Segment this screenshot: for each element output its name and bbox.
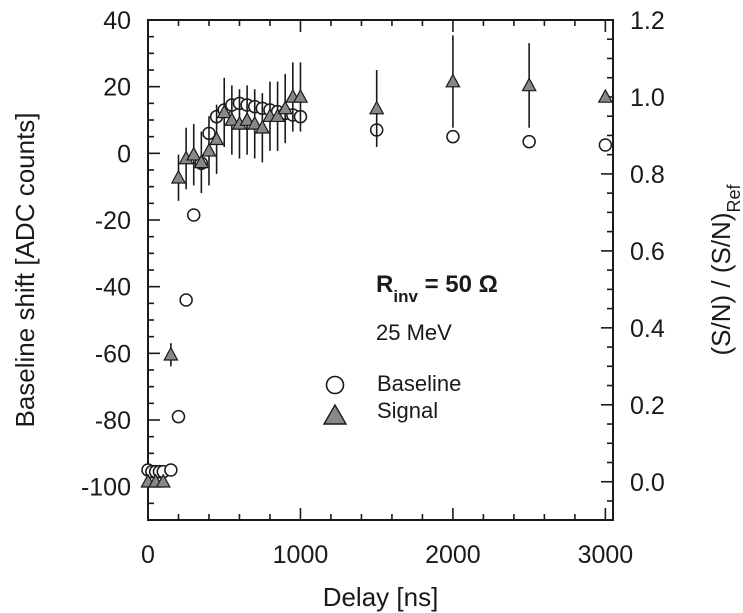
y-left-tick-label: 20: [103, 74, 131, 102]
baseline-point: [171, 409, 186, 424]
signal-point: [155, 473, 171, 488]
signal-point: [163, 346, 179, 361]
energy-label: 25 MeV: [376, 320, 452, 345]
tick-marks: [147, 19, 613, 521]
signal-point: [445, 73, 461, 88]
baseline-point: [522, 134, 536, 149]
y-right-axis-title-sub: Ref: [724, 183, 743, 212]
y-left-tick-label: -20: [95, 207, 131, 235]
signal-point: [269, 107, 286, 123]
y-left-axis-title: Baseline shift [ADC counts]: [10, 112, 40, 427]
signal-point: [224, 111, 240, 126]
signal-point: [292, 88, 309, 103]
baseline-point: [446, 129, 460, 144]
signal-point: [208, 131, 225, 146]
y-right-tick-label: 0.0: [630, 469, 665, 497]
y-left-tick-label: -60: [95, 340, 131, 368]
tick-labels: 0 1000 2000 3000 40 20 0 -20 -40 -60 -80 -100 1.2 1.0…: [81, 7, 665, 569]
y-right-axis-title-main: (S/N) / (S/N): [706, 213, 736, 356]
x-tick-label: 3000: [578, 541, 634, 569]
baseline-point: [164, 463, 178, 477]
legend-marker-signal: [322, 403, 348, 425]
y-right-axis-title: (S/N) / (S/N)Ref: [706, 183, 743, 355]
signal-point: [521, 77, 537, 92]
y-right-tick-label: 0.8: [630, 161, 665, 189]
y-right-tick-label: 0.2: [630, 392, 665, 420]
signal-point: [277, 100, 293, 115]
signal-point: [254, 119, 271, 134]
signal-point: [369, 100, 385, 115]
y-left-tick-label: -80: [95, 407, 131, 435]
x-axis-title: Delay [ns]: [323, 582, 439, 612]
resistance-symbol: R: [376, 271, 393, 298]
signal-point: [193, 154, 210, 169]
signal-point: [597, 88, 614, 103]
signal-series: [140, 35, 614, 488]
x-tick-label: 1000: [273, 541, 329, 569]
y-right-tick-label: 1.0: [630, 84, 665, 112]
signal-point: [247, 115, 263, 130]
legend-label-signal: Signal: [377, 398, 438, 423]
signal-point: [201, 142, 217, 157]
legend-marker-baseline: [325, 375, 345, 395]
signal-point: [216, 104, 232, 119]
baseline-point: [598, 138, 613, 152]
y-right-tick-label: 1.2: [630, 7, 665, 35]
y-right-tick-label: 0.6: [630, 238, 665, 266]
y-left-tick-label: 0: [117, 140, 131, 168]
x-tick-label: 0: [141, 541, 155, 569]
resistance-subscript: inv: [393, 287, 418, 306]
resistance-label: Rinv = 50 Ω: [376, 271, 498, 306]
legend-label-baseline: Baseline: [377, 371, 461, 396]
y-left-tick-label: -40: [95, 274, 131, 302]
resistance-value: = 50 Ω: [418, 271, 498, 298]
signal-point: [186, 146, 202, 161]
signal-point: [239, 111, 255, 126]
baseline-point: [186, 208, 201, 222]
legend: Baseline Signal: [322, 371, 461, 425]
plot-frame: [147, 19, 614, 521]
signal-point: [170, 169, 187, 184]
annotation-block: Rinv = 50 Ω 25 MeV: [376, 271, 498, 345]
baseline-point: [179, 293, 193, 307]
x-tick-label: 2000: [425, 541, 481, 569]
y-left-tick-label: 40: [103, 7, 131, 35]
y-right-tick-label: 0.4: [630, 315, 665, 343]
y-left-tick-label: -100: [81, 474, 131, 502]
